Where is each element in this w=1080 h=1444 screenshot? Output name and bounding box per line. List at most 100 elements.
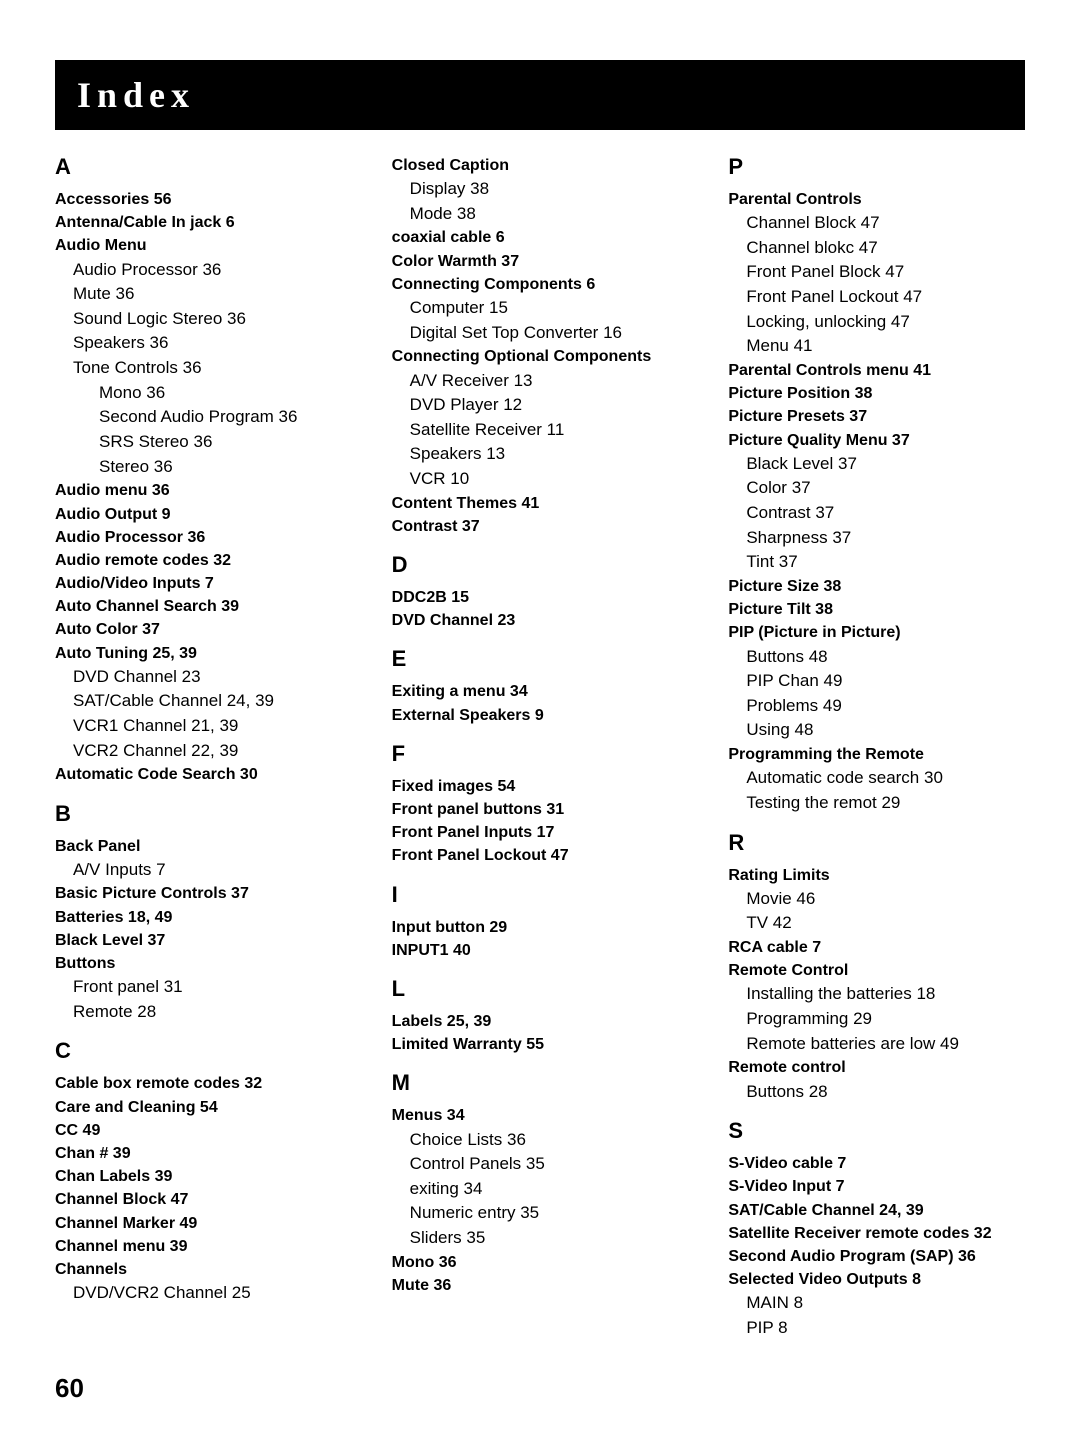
index-entry: Black Level 37 — [55, 929, 352, 952]
index-entry: Input button 29 — [392, 916, 689, 939]
index-subentry: Movie 46 — [728, 887, 1025, 912]
index-entry: Auto Tuning 25, 39 — [55, 642, 352, 665]
section-letter: F — [392, 741, 689, 767]
index-subentry: Buttons 28 — [728, 1080, 1025, 1105]
index-subentry: Speakers 13 — [392, 442, 689, 467]
section-letter: C — [55, 1038, 352, 1064]
index-entry: Chan # 39 — [55, 1142, 352, 1165]
index-subentry: Black Level 37 — [728, 452, 1025, 477]
index-subentry: MAIN 8 — [728, 1291, 1025, 1316]
index-entry: Parental Controls — [728, 188, 1025, 211]
index-entry: Cable box remote codes 32 — [55, 1072, 352, 1095]
index-entry: Antenna/Cable In jack 6 — [55, 211, 352, 234]
index-entry: Selected Video Outputs 8 — [728, 1268, 1025, 1291]
section-letter: I — [392, 882, 689, 908]
section-letter: B — [55, 801, 352, 827]
index-entry: Channel Marker 49 — [55, 1212, 352, 1235]
index-subentry: Contrast 37 — [728, 501, 1025, 526]
index-subentry: DVD/VCR2 Channel 25 — [55, 1281, 352, 1306]
index-subentry: Choice Lists 36 — [392, 1128, 689, 1153]
index-entry: Chan Labels 39 — [55, 1165, 352, 1188]
index-subentry: VCR 10 — [392, 467, 689, 492]
index-subentry: Speakers 36 — [55, 331, 352, 356]
index-subentry: Numeric entry 35 — [392, 1201, 689, 1226]
index-entry: PIP (Picture in Picture) — [728, 621, 1025, 644]
index-subentry: Digital Set Top Converter 16 — [392, 321, 689, 346]
index-entry: SAT/Cable Channel 24, 39 — [728, 1199, 1025, 1222]
index-entry: External Speakers 9 — [392, 704, 689, 727]
index-entry: Picture Tilt 38 — [728, 598, 1025, 621]
index-entry: Auto Color 37 — [55, 618, 352, 641]
section-letter: P — [728, 154, 1025, 180]
index-subentry: Front Panel Lockout 47 — [728, 285, 1025, 310]
index-subentry: Sound Logic Stereo 36 — [55, 307, 352, 332]
index-entry: Menus 34 — [392, 1104, 689, 1127]
index-entry: Content Themes 41 — [392, 492, 689, 515]
index-subentry: PIP 8 — [728, 1316, 1025, 1341]
index-subentry: A/V Inputs 7 — [55, 858, 352, 883]
index-entry: Parental Controls menu 41 — [728, 359, 1025, 382]
index-entry: Exiting a menu 34 — [392, 680, 689, 703]
index-entry: Automatic Code Search 30 — [55, 763, 352, 786]
section-letter: E — [392, 646, 689, 672]
index-entry: Picture Position 38 — [728, 382, 1025, 405]
index-entry: Auto Channel Search 39 — [55, 595, 352, 618]
index-entry: Contrast 37 — [392, 515, 689, 538]
index-subsubentry: Second Audio Program 36 — [55, 405, 352, 430]
index-subentry: Using 48 — [728, 718, 1025, 743]
column-1: AAccessories 56Antenna/Cable In jack 6Au… — [55, 154, 352, 1341]
index-entry: Programming the Remote — [728, 743, 1025, 766]
page: Index A Accessories 56Antenna/Cable In ja… — [0, 0, 1080, 1444]
index-subsubentry: Stereo 36 — [55, 455, 352, 480]
index-entry: S-Video cable 7 — [728, 1152, 1025, 1175]
index-entry: Remote Control — [728, 959, 1025, 982]
index-entry: Picture Presets 37 — [728, 405, 1025, 428]
section-letter: L — [392, 976, 689, 1002]
index-entry: S-Video Input 7 — [728, 1175, 1025, 1198]
index-subentry: Channel Block 47 — [728, 211, 1025, 236]
index-subentry: Remote batteries are low 49 — [728, 1032, 1025, 1057]
index-entry: Back Panel — [55, 835, 352, 858]
index-subentry: Automatic code search 30 — [728, 766, 1025, 791]
index-entry: Mono 36 — [392, 1251, 689, 1274]
section-letter: M — [392, 1070, 689, 1096]
index-subentry: exiting 34 — [392, 1177, 689, 1202]
index-subentry: Display 38 — [392, 177, 689, 202]
index-entry: Audio Processor 36 — [55, 526, 352, 549]
index-subentry: VCR2 Channel 22, 39 — [55, 739, 352, 764]
index-subsubentry: SRS Stereo 36 — [55, 430, 352, 455]
index-entry: Accessories 56 — [55, 188, 352, 211]
index-entry: Picture Quality Menu 37 — [728, 429, 1025, 452]
index-entry: CC 49 — [55, 1119, 352, 1142]
index-entry: Fixed images 54 — [392, 775, 689, 798]
index-banner: Index — [55, 60, 1025, 130]
index-subentry: Buttons 48 — [728, 645, 1025, 670]
index-entry: Front panel buttons 31 — [392, 798, 689, 821]
column-3: PParental ControlsChannel Block 47Channe… — [728, 154, 1025, 1341]
index-entry: Audio Output 9 — [55, 503, 352, 526]
index-subentry: PIP Chan 49 — [728, 669, 1025, 694]
index-entry: Satellite Receiver remote codes 32 — [728, 1222, 1025, 1245]
index-entry: RCA cable 7 — [728, 936, 1025, 959]
index-subentry: Mute 36 — [55, 282, 352, 307]
index-subentry: Satellite Receiver 11 — [392, 418, 689, 443]
index-entry: Batteries 18, 49 — [55, 906, 352, 929]
section-letter: A — [55, 154, 352, 180]
index-entry: Color Warmth 37 — [392, 250, 689, 273]
index-entry: Rating Limits — [728, 864, 1025, 887]
page-number: 60 — [55, 1373, 1025, 1404]
index-subentry: DVD Player 12 — [392, 393, 689, 418]
index-subentry: Programming 29 — [728, 1007, 1025, 1032]
index-entry: Basic Picture Controls 37 — [55, 882, 352, 905]
index-subentry: Problems 49 — [728, 694, 1025, 719]
index-subsubentry: Mono 36 — [55, 381, 352, 406]
index-subentry: Mode 38 — [392, 202, 689, 227]
column-2: Closed CaptionDisplay 38Mode 38coaxial c… — [392, 154, 689, 1341]
index-entry: Front Panel Inputs 17 — [392, 821, 689, 844]
index-entry: Front Panel Lockout 47 — [392, 844, 689, 867]
index-entry: Picture Size 38 — [728, 575, 1025, 598]
index-subentry: Tint 37 — [728, 550, 1025, 575]
index-entry: Audio Menu — [55, 234, 352, 257]
index-subentry: DVD Channel 23 — [55, 665, 352, 690]
index-subentry: Audio Processor 36 — [55, 258, 352, 283]
